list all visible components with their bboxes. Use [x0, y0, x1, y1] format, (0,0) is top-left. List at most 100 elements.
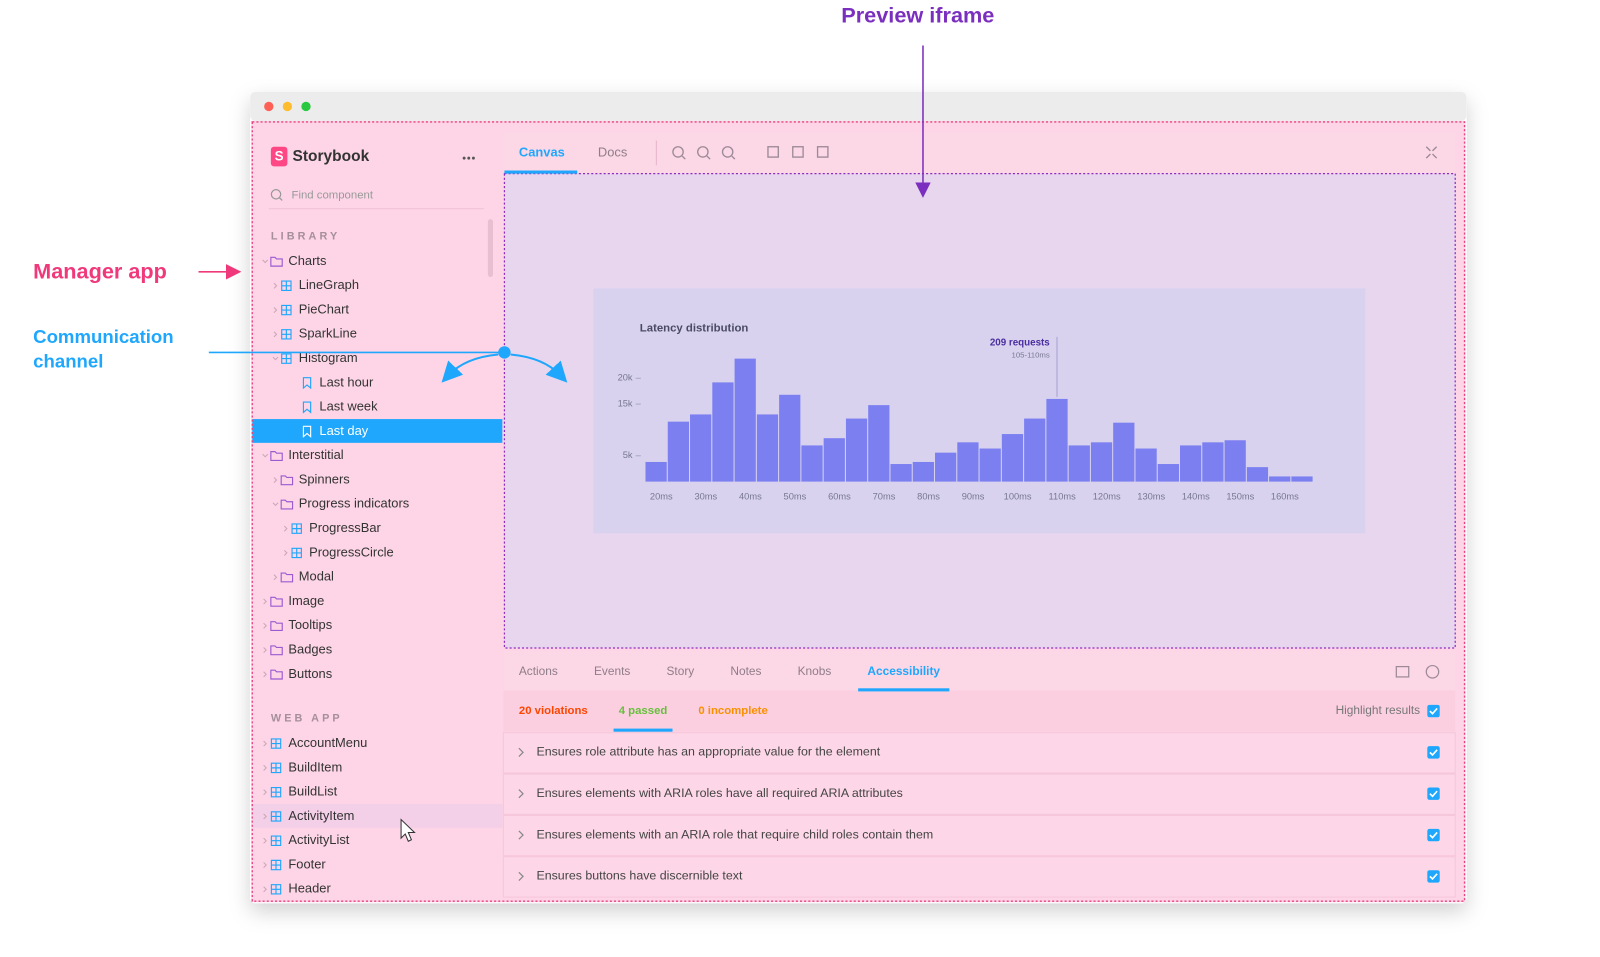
expand-caret[interactable]	[518, 871, 524, 881]
panel-orientation[interactable]	[1395, 665, 1410, 678]
tree-item[interactable]: PieChart	[299, 301, 350, 316]
expand-caret[interactable]	[518, 830, 524, 840]
addon-tab[interactable]: Events	[594, 664, 630, 678]
tree-item[interactable]: ProgressCircle	[309, 544, 394, 559]
tree-item[interactable]: BuildList	[288, 784, 337, 799]
rule-row[interactable]	[502, 856, 1456, 898]
bar[interactable]	[979, 448, 1001, 482]
bar[interactable]	[756, 414, 779, 482]
highlight-checkbox[interactable]	[1427, 704, 1440, 718]
bar[interactable]	[868, 405, 890, 482]
tree-item[interactable]: ActivityItem	[288, 808, 354, 823]
bar[interactable]	[690, 414, 712, 482]
close-panel[interactable]	[1425, 664, 1440, 679]
tree-item[interactable]: Progress indicators	[299, 496, 409, 511]
summary-tab[interactable]: 0 incomplete	[698, 705, 767, 717]
rule-row[interactable]	[502, 732, 1456, 774]
rule-checkbox[interactable]	[1427, 828, 1440, 842]
tree-item[interactable]: Last day	[319, 423, 368, 438]
caret[interactable]	[283, 525, 288, 532]
bar[interactable]	[1090, 442, 1113, 482]
bar[interactable]	[1135, 448, 1157, 482]
tree-item[interactable]: Interstitial	[288, 447, 343, 462]
bar[interactable]	[1202, 442, 1224, 482]
tree-item[interactable]: Footer	[288, 856, 326, 871]
tree-item[interactable]: Spinners	[299, 471, 350, 486]
bar[interactable]	[1001, 434, 1024, 482]
caret[interactable]	[263, 837, 267, 844]
caret[interactable]	[263, 647, 267, 654]
caret[interactable]	[283, 549, 288, 556]
tree-item[interactable]: BuildItem	[288, 759, 342, 774]
bar[interactable]	[1113, 422, 1135, 482]
bar[interactable]	[1180, 445, 1202, 482]
toolbar-tab[interactable]: Canvas	[519, 144, 565, 159]
expand-caret[interactable]	[518, 789, 524, 799]
bar[interactable]	[667, 421, 690, 482]
search-input[interactable]: Find component	[292, 189, 374, 201]
bar[interactable]	[734, 358, 756, 482]
caret[interactable]	[263, 862, 267, 868]
rule-row[interactable]	[502, 814, 1456, 857]
caret[interactable]	[272, 356, 279, 361]
addon-tab[interactable]: Knobs	[798, 664, 832, 678]
bar[interactable]	[845, 418, 868, 482]
bar[interactable]	[1024, 418, 1046, 482]
tree-item[interactable]: Last week	[319, 399, 378, 414]
addon-tab[interactable]: Notes	[730, 664, 761, 678]
tree-item[interactable]: SparkLine	[299, 326, 357, 341]
expand-caret[interactable]	[518, 747, 524, 757]
tree-item[interactable]: Badges	[288, 641, 332, 656]
tree-item[interactable]: Charts	[288, 253, 326, 268]
addon-tab[interactable]: Accessibility	[867, 664, 940, 678]
tree-item[interactable]: Header	[288, 881, 331, 896]
summary-tab[interactable]: 4 passed	[619, 705, 668, 717]
zoom-out[interactable]	[697, 146, 709, 158]
fullscreen[interactable]	[1425, 146, 1438, 159]
caret[interactable]	[263, 740, 267, 747]
close-button[interactable]	[264, 101, 274, 112]
tree-item[interactable]: Tooltips	[288, 617, 332, 632]
tree-item[interactable]: AccountMenu	[288, 735, 367, 750]
caret[interactable]	[273, 331, 278, 338]
bar[interactable]	[1224, 440, 1246, 482]
bar[interactable]	[1157, 464, 1179, 482]
addon-tab[interactable]: Actions	[519, 664, 558, 678]
rule-row[interactable]	[502, 773, 1456, 815]
caret[interactable]	[263, 622, 267, 629]
background-toggle[interactable]	[792, 146, 804, 158]
caret[interactable]	[273, 477, 278, 483]
bar[interactable]	[1068, 445, 1090, 482]
caret[interactable]	[263, 886, 267, 893]
caret[interactable]	[263, 789, 267, 796]
caret[interactable]	[273, 282, 278, 289]
rule-checkbox[interactable]	[1427, 870, 1440, 883]
bar[interactable]	[801, 445, 823, 482]
caret[interactable]	[262, 259, 269, 264]
maximize-button[interactable]	[301, 101, 311, 112]
bar[interactable]	[1291, 476, 1313, 482]
caret[interactable]	[262, 453, 269, 458]
bar[interactable]	[912, 461, 934, 482]
tree-item[interactable]: Modal	[299, 569, 334, 584]
bar[interactable]	[712, 382, 734, 482]
caret[interactable]	[273, 307, 278, 313]
minimize-button[interactable]	[282, 101, 293, 112]
bar[interactable]	[1269, 476, 1291, 482]
zoom-reset[interactable]	[721, 146, 734, 158]
bar[interactable]	[957, 442, 979, 482]
caret[interactable]	[273, 574, 278, 581]
bar[interactable]	[645, 461, 667, 482]
caret[interactable]	[263, 813, 267, 820]
tree-item[interactable]: ActivityList	[288, 832, 349, 847]
bar[interactable]	[1046, 398, 1068, 482]
rule-checkbox[interactable]	[1427, 746, 1440, 759]
tree-item[interactable]: Last hour	[319, 374, 374, 389]
caret[interactable]	[263, 598, 267, 605]
bar[interactable]	[779, 394, 801, 482]
bar[interactable]	[823, 438, 845, 482]
zoom-in[interactable]	[672, 146, 684, 158]
outline-toggle[interactable]	[816, 146, 829, 158]
bar[interactable]	[1246, 467, 1269, 482]
tree-item[interactable]: Buttons	[288, 666, 332, 681]
